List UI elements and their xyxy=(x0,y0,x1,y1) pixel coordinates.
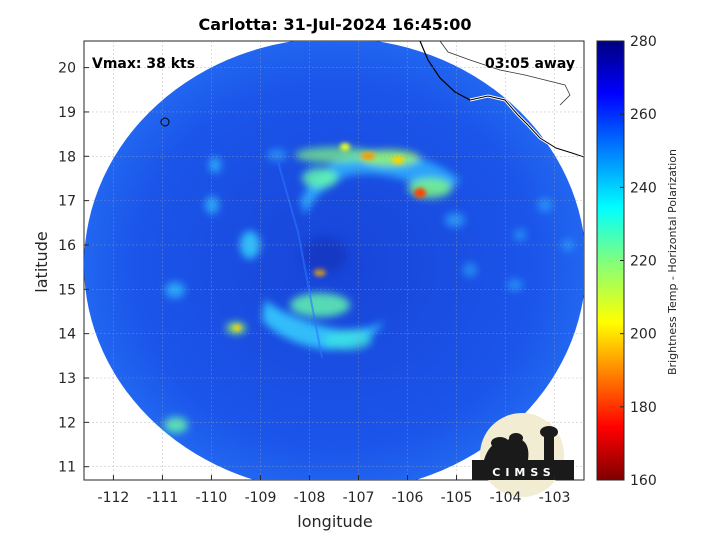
colorbar: 160 180 200 220 240 260 280 Brightness Temp - … xyxy=(596,34,679,489)
x-tick-label: -105 xyxy=(441,490,473,506)
x-axis: -112 -111 -110 -109 -108 -107 -106 -105 -104 -103 xyxy=(98,475,571,506)
vmax-label: Vmax: 38 kts xyxy=(92,56,195,72)
colorbar-ticks: 160 180 200 220 240 260 280 xyxy=(620,34,657,489)
y-tick-label: 15 xyxy=(58,282,76,298)
y-tick-label: 11 xyxy=(58,460,76,476)
x-tick-label: -111 xyxy=(147,490,179,506)
y-tick-label: 16 xyxy=(58,238,76,254)
plot-title: Carlotta: 31-Jul-2024 16:45:00 xyxy=(198,15,471,34)
colorbar-tick-label: 280 xyxy=(630,34,657,50)
colorbar-tick-label: 240 xyxy=(630,180,657,196)
x-tick-label: -108 xyxy=(294,490,326,506)
y-axis: 11 12 13 14 15 16 17 18 19 20 xyxy=(58,61,89,476)
y-tick-label: 14 xyxy=(58,327,76,343)
y-tick-label: 17 xyxy=(58,194,76,210)
state-border xyxy=(439,41,571,106)
colorbar-tick-label: 220 xyxy=(630,254,657,270)
colorbar-gradient xyxy=(596,40,625,481)
x-tick-label: -110 xyxy=(196,490,228,506)
coastline-edge xyxy=(469,95,584,158)
y-tick-label: 20 xyxy=(58,61,76,77)
x-axis-label: longitude xyxy=(297,512,372,531)
x-tick-label: -103 xyxy=(539,490,571,506)
y-tick-label: 12 xyxy=(58,415,76,431)
colorbar-tick-label: 180 xyxy=(630,400,657,416)
island-icon xyxy=(160,117,170,127)
x-tick-label: -107 xyxy=(343,490,375,506)
colorbar-label: Brightness Temp - Horizontal Polarizatio… xyxy=(666,149,679,375)
y-tick-label: 18 xyxy=(58,149,76,165)
logo-text: CIMSS xyxy=(492,466,555,479)
x-tick-label: -112 xyxy=(98,490,130,506)
x-tick-label: -104 xyxy=(490,490,522,506)
y-axis-label: latitude xyxy=(32,231,51,292)
y-tick-label: 19 xyxy=(58,105,76,121)
colorbar-tick-label: 260 xyxy=(630,107,657,123)
plot-area: Vmax: 38 kts 03:05 away CIMSS xyxy=(83,40,585,497)
time-away-label: 03:05 away xyxy=(485,56,575,72)
x-tick-label: -106 xyxy=(392,490,424,506)
storm-eye xyxy=(303,237,347,273)
swath-seam xyxy=(277,161,323,359)
x-tick-label: -109 xyxy=(245,490,277,506)
colorbar-tick-label: 200 xyxy=(630,327,657,343)
y-tick-label: 13 xyxy=(58,371,76,387)
colorbar-tick-label: 160 xyxy=(630,473,657,489)
cimss-logo-icon: CIMSS xyxy=(472,413,574,497)
